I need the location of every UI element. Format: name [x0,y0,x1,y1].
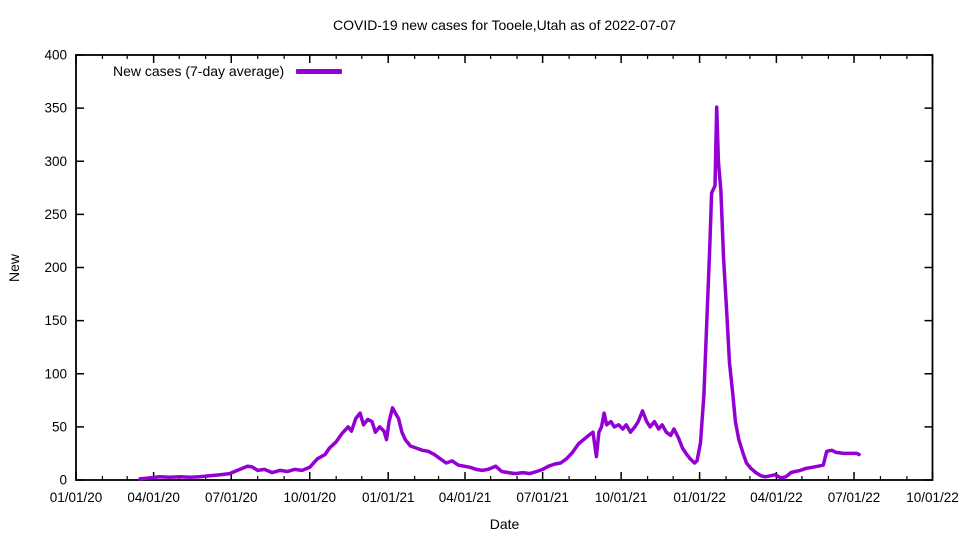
y-tick-label: 300 [44,154,67,169]
x-tick-label: 04/01/21 [439,490,492,505]
y-tick-label: 100 [44,366,67,381]
plot-frame [75,54,934,481]
y-tick-label: 350 [44,101,67,116]
legend: New cases (7-day average) [113,63,343,79]
y-tick-label: 400 [44,48,67,63]
x-tick-label: 10/01/22 [906,490,959,505]
y-tick-label: 250 [44,207,67,222]
data-line [138,105,861,481]
x-tick-label: 01/01/22 [673,490,726,505]
x-tick-label: 07/01/22 [828,490,881,505]
x-tick-label: 04/01/22 [750,490,803,505]
x-tick-label: 10/01/20 [283,490,336,505]
y-axis-label: New [6,254,22,283]
y-tick-label: 50 [52,419,67,434]
x-axis-label: Date [489,516,520,532]
y-tick-label: 150 [44,313,67,328]
x-tick-label: 07/01/20 [205,490,258,505]
legend-line-sample [296,68,343,74]
legend-label: New cases (7-day average) [113,63,285,79]
y-tick-label: 0 [59,473,67,488]
x-tick-label: 07/01/21 [516,490,569,505]
x-tick-label: 10/01/21 [595,490,648,505]
y-tick-label: 200 [44,260,67,275]
x-tick-label: 01/01/21 [362,490,415,505]
x-tick-label: 04/01/20 [127,490,180,505]
x-tick-label: 01/01/20 [50,490,103,505]
chart-title: COVID-19 new cases for Tooele,Utah as of… [333,17,676,33]
